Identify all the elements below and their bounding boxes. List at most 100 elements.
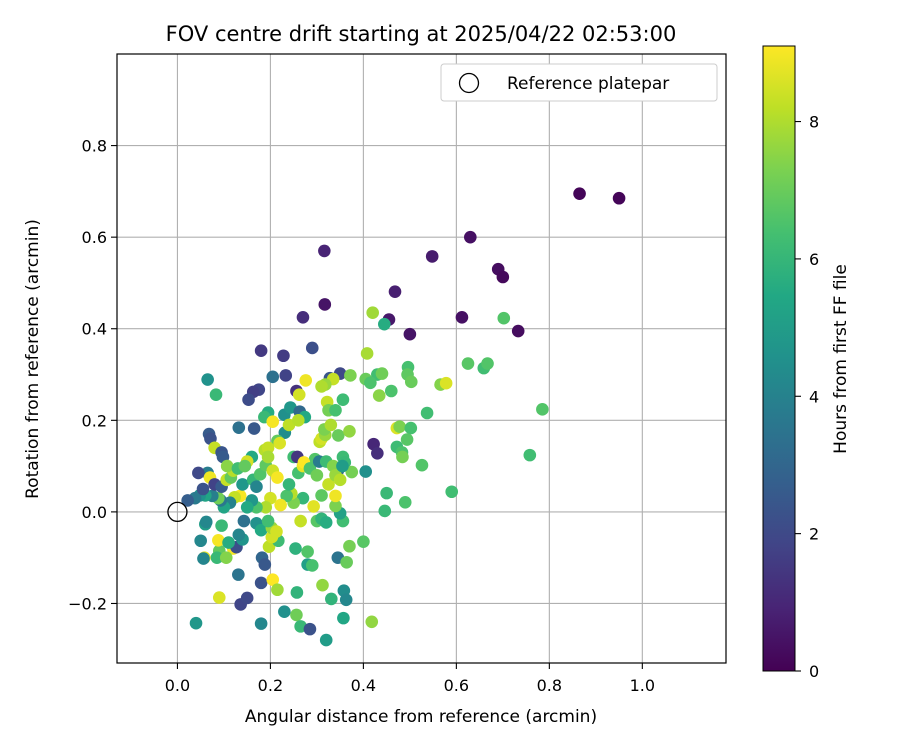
data-point: [259, 501, 273, 514]
data-point: [238, 459, 252, 473]
data-point: [279, 369, 293, 382]
colorbar-tick-label: 0: [809, 662, 819, 681]
x-tick-label: 0.2: [258, 676, 283, 695]
data-point: [282, 478, 296, 491]
data-point: [254, 344, 268, 358]
data-point: [331, 429, 345, 442]
colorbar-tick-label: 6: [809, 250, 819, 269]
data-point: [232, 568, 245, 581]
legend-marker-icon: [458, 72, 480, 94]
data-point: [280, 489, 293, 503]
data-point: [299, 374, 313, 387]
data-point: [307, 500, 320, 513]
data-point: [319, 633, 333, 647]
data-point: [461, 357, 475, 370]
data-point: [318, 298, 332, 311]
data-point: [271, 471, 284, 484]
data-point: [254, 617, 268, 630]
data-point: [212, 591, 226, 604]
data-point: [396, 450, 409, 464]
x-tick-label: 0.4: [351, 676, 376, 695]
data-points: [181, 187, 626, 647]
data-point: [247, 422, 261, 435]
data-point: [290, 586, 304, 599]
data-point: [201, 373, 214, 386]
data-point: [261, 514, 275, 528]
data-point: [398, 495, 412, 509]
data-point: [455, 310, 469, 324]
data-point: [344, 369, 357, 382]
colorbar-tick-label: 4: [809, 387, 819, 406]
data-point: [296, 310, 310, 324]
data-point: [364, 376, 377, 390]
data-point: [232, 528, 246, 542]
data-point: [305, 341, 319, 355]
colorbar-label: Hours from first FF file: [831, 264, 851, 454]
data-point: [378, 317, 391, 331]
x-axis-label: Angular distance from reference (arcmin): [245, 707, 597, 727]
data-point: [439, 376, 453, 390]
data-point: [333, 473, 347, 487]
data-point: [294, 514, 307, 528]
data-point: [266, 370, 280, 384]
data-point: [261, 441, 275, 455]
data-point: [337, 611, 350, 625]
colorbar-tick-label: 2: [809, 525, 819, 544]
x-tick-label: 0.0: [165, 676, 190, 695]
data-point: [497, 311, 511, 325]
y-tick-label: −0.2: [68, 594, 107, 613]
plot-frame: [116, 53, 727, 664]
data-point: [388, 285, 402, 298]
x-axis-ticks: 0.0 0.2 0.4 0.6 0.8 1.0: [165, 663, 655, 695]
data-point: [315, 380, 328, 393]
x-tick-label: 0.6: [444, 676, 469, 695]
data-point: [403, 327, 417, 341]
data-point: [197, 552, 210, 565]
data-point: [464, 230, 477, 244]
x-tick-label: 1.0: [630, 676, 655, 695]
data-point: [371, 446, 384, 460]
data-point: [343, 425, 356, 438]
data-point: [282, 418, 296, 432]
data-point: [318, 244, 331, 258]
colorbar-ticks: 0 2 4 6 8: [795, 113, 819, 681]
data-point: [274, 498, 287, 512]
data-point: [222, 536, 235, 549]
y-tick-label: 0.2: [82, 411, 107, 430]
data-point: [511, 324, 525, 338]
data-point: [240, 591, 254, 605]
legend-box: [440, 63, 718, 102]
data-point: [261, 450, 275, 464]
data-point: [404, 375, 418, 389]
data-point: [240, 501, 254, 514]
data-point: [199, 515, 213, 529]
data-point: [215, 519, 228, 532]
data-point: [336, 459, 349, 473]
data-point: [329, 489, 342, 503]
data-point: [266, 415, 280, 428]
data-point: [232, 421, 246, 434]
data-point: [296, 491, 310, 505]
y-axis-ticks: −0.2 0.0 0.2 0.4 0.6 0.8: [68, 137, 117, 613]
y-tick-label: 0.0: [82, 503, 107, 522]
data-point: [359, 465, 373, 478]
data-point: [329, 499, 342, 513]
data-point: [192, 466, 205, 480]
data-point: [345, 465, 359, 479]
data-point: [366, 306, 379, 320]
data-point: [316, 578, 329, 592]
data-point: [273, 436, 287, 450]
grid-lines: [117, 54, 726, 663]
data-point: [340, 555, 353, 569]
data-point: [481, 357, 494, 370]
data-point: [445, 485, 459, 499]
data-point: [262, 540, 276, 553]
data-point: [210, 551, 224, 564]
data-point: [220, 459, 234, 473]
data-point: [375, 367, 389, 380]
y-axis-label: Rotation from reference (arcmin): [23, 219, 43, 499]
data-point: [329, 403, 342, 417]
data-point: [612, 191, 626, 205]
data-point: [496, 270, 510, 284]
data-point: [573, 187, 586, 200]
